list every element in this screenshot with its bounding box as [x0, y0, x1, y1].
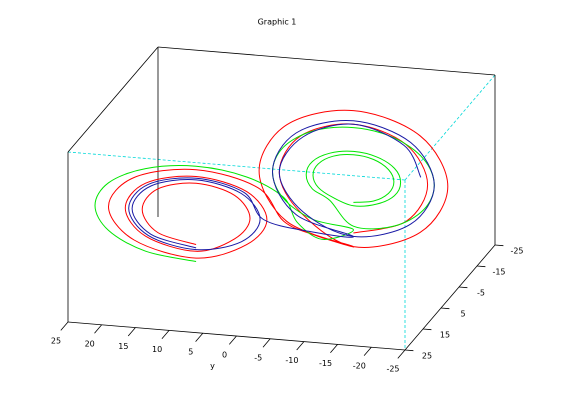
y-tick	[397, 349, 406, 359]
y-tick-label: -10	[285, 356, 298, 365]
y-tick	[94, 324, 103, 334]
chart-title: Graphic 1	[258, 18, 297, 27]
y-tick	[228, 335, 237, 345]
y-tick-label: 25	[51, 337, 61, 346]
y-tick-label: -15	[319, 359, 332, 368]
x-tick	[404, 349, 414, 352]
y-tick	[161, 330, 170, 340]
x-tick-label: -25	[510, 247, 523, 256]
y-tick-label: -5	[254, 353, 262, 362]
x-tick-label: 25	[422, 352, 432, 361]
y-tick	[296, 341, 305, 351]
box-edge	[67, 46, 159, 153]
x-tick	[440, 307, 450, 310]
x-tick	[494, 244, 504, 247]
y-tick-label: 10	[152, 345, 162, 354]
x-tick	[476, 265, 486, 268]
y-tick-label: -20	[353, 362, 366, 371]
y-tick	[262, 338, 271, 348]
trajectory	[107, 109, 449, 259]
trajectory	[94, 126, 435, 262]
x-tick-label: -15	[492, 268, 505, 277]
y-tick	[195, 332, 204, 342]
x-axis-line	[404, 244, 496, 351]
y-tick-label: -25	[386, 365, 399, 374]
x-tick	[422, 328, 432, 331]
y-tick	[60, 321, 69, 331]
box-edge	[157, 46, 496, 76]
y-tick-label: 5	[188, 348, 193, 357]
box-edge	[404, 74, 496, 181]
x-tick-label: 5	[460, 310, 465, 319]
x-tick-label: -5	[477, 289, 485, 298]
y-tick-label: 0	[222, 351, 227, 360]
y-axis-label: y	[210, 362, 215, 371]
y-tick	[363, 346, 372, 356]
y-tick-label: 20	[85, 339, 95, 348]
x-tick-label: 15	[440, 331, 450, 340]
x-tick	[458, 286, 468, 289]
y-tick	[127, 327, 136, 337]
trajectory	[128, 120, 435, 251]
y-tick	[330, 344, 338, 354]
y-tick-label: 15	[118, 342, 128, 351]
box-edge	[67, 151, 406, 181]
